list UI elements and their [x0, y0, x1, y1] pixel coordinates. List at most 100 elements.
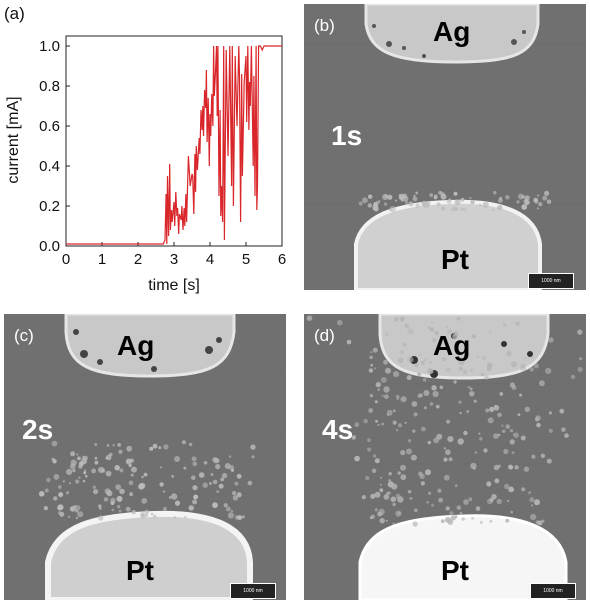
dendrite-particle [412, 429, 416, 433]
dendrite-particle [561, 427, 566, 432]
dendrite-particle [369, 393, 374, 398]
dendrite-particle [488, 331, 492, 334]
ag-label-b: Ag [433, 16, 471, 47]
dendrite-particle [545, 367, 552, 374]
dendrite-particle [468, 497, 473, 502]
dendrite-particle [429, 402, 434, 406]
dendrite-particle [379, 483, 382, 486]
pt-electrode-shape [45, 510, 253, 600]
dendrite-particle [450, 207, 455, 212]
dendrite-particle [377, 388, 380, 391]
dendrite-particle [152, 514, 157, 518]
dendrite-particle [351, 435, 357, 440]
dendrite-particle [363, 418, 368, 424]
y-tick-label: 0.0 [39, 238, 60, 255]
dendrite-particle [397, 496, 404, 503]
dendrite-particle [383, 494, 390, 500]
dendrite-particle [370, 351, 373, 354]
dendrite-particle [524, 195, 530, 201]
dendrite-particle [520, 363, 526, 369]
dendrite-particle [383, 359, 388, 365]
dendrite-particle [57, 511, 62, 515]
dendrite-particle [479, 521, 483, 524]
dendrite-growth-c [38, 440, 256, 521]
dendrite-particle [140, 513, 146, 519]
dendrite-particle [431, 503, 435, 507]
dendrite-particle [368, 368, 374, 373]
panel-d-label: (d) [314, 326, 335, 345]
dendrite-particle [455, 208, 459, 211]
dendrite-particle [215, 464, 221, 470]
dendrite-particle [564, 433, 569, 438]
dendrite-particle [396, 429, 399, 432]
dendrite-particle [414, 508, 418, 513]
dendrite-particle [411, 401, 418, 407]
dendrite-particle [374, 508, 378, 512]
dendrite-particle [462, 369, 468, 375]
dendrite-particle [460, 197, 465, 202]
dendrite-particle [497, 204, 503, 211]
dendrite-particle [422, 378, 427, 382]
dendrite-particle [380, 476, 383, 479]
dendrite-particle [393, 409, 396, 413]
ag-label-c: Ag [117, 330, 155, 361]
dendrite-particle [392, 502, 396, 507]
dendrite-particle [43, 506, 49, 511]
dendrite-particle [114, 465, 120, 471]
dendrite-particle [75, 505, 81, 511]
dendrite-particle [531, 454, 536, 459]
dendrite-particle [471, 516, 474, 520]
scalebar-d: 1000 nm [530, 583, 576, 599]
dendrite-particle [470, 199, 475, 205]
dendrite-particle [542, 195, 548, 201]
dendrite-particle [425, 469, 431, 476]
dendrite-particle [437, 488, 442, 493]
dendrite-particle [501, 424, 504, 427]
ag-label-d: Ag [433, 330, 471, 361]
dendrite-particle [365, 476, 370, 481]
dendrite-particle [530, 504, 534, 507]
dendrite-particle [57, 505, 63, 511]
current-time-chart: 0 1 2 3 4 5 6 0.0 0.2 0.4 0.6 0.8 1.0 time [s] curr… [5, 35, 286, 294]
dendrite-particle [509, 382, 515, 388]
dendrite-particle [230, 510, 234, 513]
dendrite-particle [431, 321, 434, 324]
dendrite-particle [414, 363, 419, 368]
dendrite-particle [377, 424, 380, 426]
dendrite-particle [398, 511, 401, 515]
dendrite-particle [449, 511, 454, 516]
dendrite-particle [367, 203, 372, 208]
dendrite-particle [492, 208, 495, 212]
dendrite-particle [536, 194, 540, 197]
dendrite-particle [105, 454, 112, 461]
dendrite-particle [482, 201, 489, 209]
dendrite-particle [163, 444, 169, 450]
dendrite-particle [450, 515, 456, 521]
dendrite-particle [487, 498, 493, 505]
dendrite-particle [105, 470, 112, 477]
dendrite-particle [247, 480, 253, 486]
dendrite-particle [438, 497, 443, 503]
dendrite-growth-b [358, 190, 552, 213]
dendrite-particle [402, 342, 407, 347]
dendrite-particle [421, 426, 426, 432]
dendrite-particle [70, 451, 76, 457]
dendrite-particle [66, 468, 73, 475]
dendrite-particle [68, 515, 71, 518]
dendrite-particle [395, 394, 400, 399]
dendrite-particle [397, 357, 404, 364]
dendrite-particle [138, 483, 145, 490]
dendrite-particle [517, 193, 524, 200]
dendrite-particle [232, 495, 239, 501]
dendrite-particle [511, 451, 515, 455]
dendrite-particle [417, 393, 422, 398]
dendrite-particle [513, 432, 519, 438]
dendrite-particle [427, 440, 431, 445]
dendrite-particle [110, 500, 115, 506]
dendrite-particle [407, 328, 414, 335]
dendrite-particle [203, 461, 208, 465]
scalebar-b: 1000 nm [528, 273, 574, 289]
dendrite-particle [399, 316, 405, 322]
dendrite-particle [125, 506, 131, 512]
dendrite-particle [448, 457, 453, 462]
